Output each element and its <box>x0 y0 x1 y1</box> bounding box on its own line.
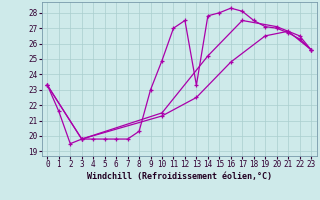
X-axis label: Windchill (Refroidissement éolien,°C): Windchill (Refroidissement éolien,°C) <box>87 172 272 181</box>
